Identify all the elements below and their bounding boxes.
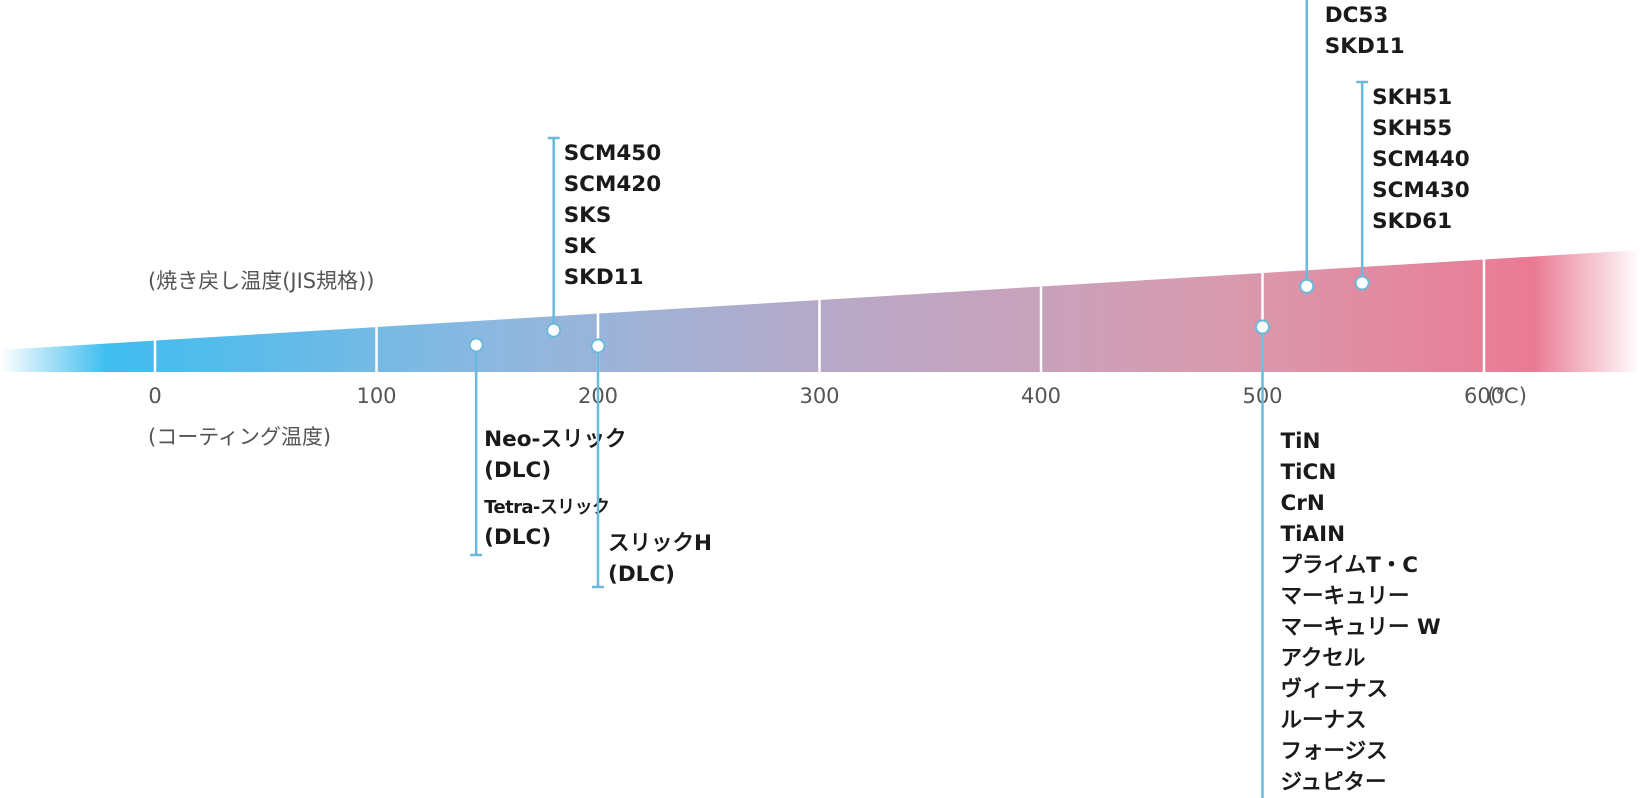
callout-label: Neo-スリック — [484, 427, 626, 452]
temperature-marker — [546, 322, 562, 338]
temperature-marker — [468, 337, 484, 353]
callout-skh51-group: SKH51 SKH55 SCM440 SCM430 SKD61 — [1354, 80, 1470, 291]
temperature-marker — [590, 338, 606, 354]
callout-label: DC53 — [1325, 3, 1389, 28]
callout-label: プライムT・C — [1281, 553, 1419, 578]
callout-label: アクセル — [1281, 646, 1366, 671]
callout-label: SKH51 — [1372, 85, 1452, 110]
temperature-marker — [1255, 319, 1270, 335]
callout-label: スリックH — [608, 531, 712, 556]
temperature-marker — [1299, 278, 1315, 294]
callout-label: (DLC) — [484, 458, 551, 483]
callout-label: マーキュリー W — [1281, 615, 1441, 640]
axis-unit-label: (℃) — [1487, 384, 1527, 408]
axis-tick-label: 400 — [1021, 384, 1061, 408]
axis-tick-label: 300 — [799, 384, 839, 408]
axis-tick-label: 100 — [356, 384, 396, 408]
coating-temperature-caption: (コーティング温度) — [148, 425, 331, 449]
callout-label: SCM420 — [564, 172, 662, 197]
callout-label: CrN — [1281, 491, 1325, 516]
callout-label: SKD61 — [1372, 209, 1452, 234]
axis-tick-label: 600 — [1464, 384, 1504, 408]
callout-slick-h-group: スリックH (DLC) — [590, 338, 712, 589]
callout-label: (DLC) — [608, 562, 675, 587]
callout-label: SCM450 — [564, 141, 662, 166]
callout-scm450-group: SCM450 SCM420 SKS SK SKD11 — [546, 136, 662, 338]
callout-label: ジュピター — [1281, 770, 1387, 795]
callout-label: SKS — [564, 203, 612, 228]
tempering-temperature-caption: (焼き戻し温度(JIS規格)) — [148, 269, 375, 293]
callout-label: Tetra-スリック — [484, 497, 609, 518]
axis-tick-labels: 0 100 200 300 400 500 600 — [148, 384, 1504, 408]
callout-label: (DLC) — [484, 525, 551, 550]
callout-label: SCM430 — [1372, 178, 1470, 203]
callout-label: TiAIN — [1281, 522, 1346, 547]
callout-neo-slick-group: Neo-スリック (DLC) Tetra-スリック (DLC) — [468, 337, 626, 557]
callouts: SCM450SCM420SKSSKSKD11DC53SKD11SKH51SKH5… — [468, 0, 1470, 798]
callout-label: SCM440 — [1372, 147, 1470, 172]
callout-label: SK — [564, 234, 597, 259]
axis-tick-label: 0 — [148, 384, 161, 408]
callout-label: ルーナス — [1281, 708, 1367, 733]
callout-label: TiN — [1281, 429, 1321, 454]
callout-label: フォージス — [1281, 739, 1388, 764]
callout-label: マーキュリー — [1281, 584, 1410, 609]
callout-label: TiCN — [1281, 460, 1337, 485]
callout-label: SKH55 — [1372, 116, 1452, 141]
callout-dc53-group: DC53 SKD11 — [1299, 0, 1405, 294]
callout-label: ヴィーナス — [1281, 676, 1389, 702]
callout-label: SKD11 — [564, 265, 644, 290]
callout-label: SKD11 — [1325, 34, 1405, 59]
temperature-marker — [1354, 275, 1370, 291]
